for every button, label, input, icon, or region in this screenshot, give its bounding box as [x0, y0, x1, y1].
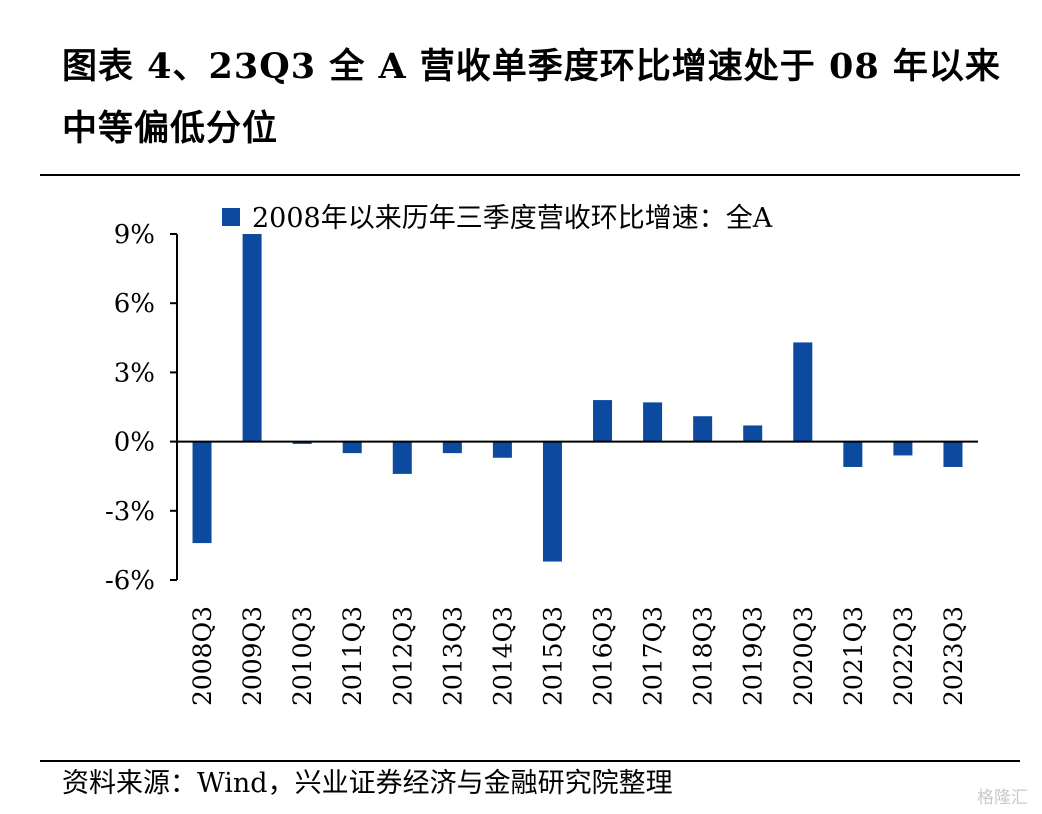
x-axis: 2008Q3 2009Q3 2010Q3 2011Q3 2012Q3 2013Q3 2014…	[177, 440, 978, 706]
top-rule	[40, 174, 1020, 176]
x-tick-label: 2013Q3	[438, 606, 467, 706]
bar-2021Q3	[843, 441, 863, 467]
bottom-rule	[40, 760, 1020, 762]
y-tick-label: -3%	[105, 497, 155, 527]
x-tick-label: 2009Q3	[238, 606, 267, 706]
x-tick-label: 2018Q3	[689, 606, 718, 706]
bar-2011Q3	[342, 441, 362, 454]
bar-2008Q3	[192, 441, 212, 544]
x-tick-label: 2020Q3	[789, 606, 818, 706]
legend-label: 2008年以来历年三季度营收环比增速：全A	[252, 203, 773, 234]
x-tick-label: 2014Q3	[488, 606, 517, 706]
x-tick-label: 2016Q3	[589, 606, 618, 706]
watermark: 格隆汇	[977, 788, 1028, 808]
bar-2017Q3	[643, 402, 663, 442]
legend-swatch	[222, 208, 240, 226]
bar-chart: 2008年以来历年三季度营收环比增速：全A -6% -3% 0% 3% 6% 9% 200…	[105, 203, 978, 706]
chart-title: 图表 4、23Q3 全 A 营收单季度环比增速处于 08 年以来中等偏低分位	[62, 46, 1001, 149]
bar-2014Q3	[492, 441, 512, 458]
bar-2012Q3	[392, 441, 412, 474]
bar-2015Q3	[542, 441, 562, 562]
x-tick-label: 2008Q3	[188, 606, 217, 706]
x-tick-label: 2015Q3	[538, 606, 567, 706]
x-tick-label: 2011Q3	[338, 606, 367, 706]
bars	[192, 234, 963, 562]
y-tick-label: 3%	[114, 358, 155, 388]
bar-2009Q3	[242, 234, 262, 442]
x-tick-label: 2017Q3	[639, 606, 668, 706]
source-note: 资料来源：Wind，兴业证券经济与金融研究院整理	[62, 768, 673, 799]
bar-2019Q3	[743, 425, 763, 442]
bar-2022Q3	[893, 441, 913, 456]
bar-2018Q3	[693, 416, 713, 442]
bar-2010Q3	[292, 441, 312, 444]
x-tick-label: 2019Q3	[739, 606, 768, 706]
x-tick-label: 2022Q3	[889, 606, 918, 706]
x-tick-label: 2023Q3	[939, 606, 968, 706]
y-tick-label: 6%	[114, 289, 155, 319]
y-axis: -6% -3% 0% 3% 6% 9%	[105, 220, 178, 596]
x-tick-label: 2012Q3	[388, 606, 417, 706]
bar-2016Q3	[593, 400, 613, 442]
bar-2023Q3	[943, 441, 963, 467]
y-tick-label: 0%	[114, 428, 155, 458]
legend: 2008年以来历年三季度营收环比增速：全A	[222, 203, 773, 234]
x-tick-label: 2021Q3	[839, 606, 868, 706]
bar-2020Q3	[793, 342, 813, 442]
y-tick-label: 9%	[114, 220, 155, 250]
x-tick-label: 2010Q3	[288, 606, 317, 706]
y-tick-label: -6%	[105, 566, 155, 596]
bar-2013Q3	[442, 441, 462, 454]
